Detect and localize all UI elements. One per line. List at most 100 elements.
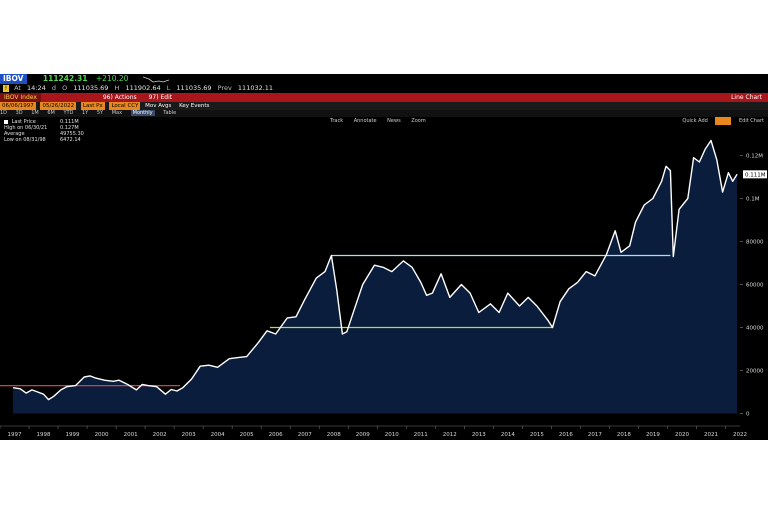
ibov-line-chart[interactable]: 0 20000 40000 60000 80000 0.1M 0.12M 0.111M 1997… (0, 74, 768, 440)
chart-title: Line Chart (731, 94, 762, 101)
period-6m[interactable]: 6M (47, 110, 55, 116)
y-tick-label: 40000 (746, 326, 764, 332)
period-ytd[interactable]: YTD (63, 110, 74, 116)
track-tool[interactable]: Track (330, 118, 344, 124)
bloomberg-terminal-panel: IBOV 111242.31 +210.20 ! At 14:24 d O 11… (0, 74, 768, 440)
x-tick-label: 2000 (95, 432, 109, 438)
last-value-marker (743, 170, 767, 179)
y-tick-label: 0.1M (746, 197, 760, 203)
open-label: O (62, 84, 68, 92)
x-tick-label: 2008 (327, 432, 341, 438)
time-bar: ! At 14:24 d O 111035.69 H 111902.64 L 1… (0, 84, 768, 93)
low-label: L (166, 84, 171, 92)
x-tick-label: 2020 (675, 432, 689, 438)
x-tick-label: 2002 (153, 432, 167, 438)
x-tick-label: 2014 (501, 432, 515, 438)
edit-menu[interactable]: 97) Edit (148, 94, 173, 101)
key-events-toggle[interactable]: Key Events (179, 103, 210, 109)
x-tick-label: 2010 (385, 432, 399, 438)
x-tick-label: 2003 (182, 432, 196, 438)
x-tick-label: 2013 (472, 432, 486, 438)
legend-label: Average (4, 131, 25, 137)
y-tick-label: 0.12M (746, 154, 763, 160)
parameter-bar: 06/06/1997 05/26/2022 Last Px Local CCY … (0, 102, 768, 110)
zoom-tool[interactable]: Zoom (411, 118, 426, 124)
start-date-field[interactable]: 06/06/1997 (0, 102, 36, 110)
last-price: 111242.31 (42, 74, 88, 83)
period-1m[interactable]: 1M (31, 110, 39, 116)
x-tick-label: 2017 (588, 432, 602, 438)
period-table[interactable]: Table (163, 110, 177, 116)
actions-menu[interactable]: 96) Actions (102, 94, 137, 101)
quote-bar: IBOV 111242.31 +210.20 (0, 74, 768, 84)
info-icon[interactable]: ! (3, 85, 9, 92)
ticker-label[interactable]: IBOV (0, 74, 27, 84)
y-tick-label: 80000 (746, 240, 764, 246)
period-max[interactable]: Max (111, 110, 123, 116)
security-field[interactable]: IBOV Index (0, 93, 41, 102)
x-tick-label: 2009 (356, 432, 370, 438)
period-5y[interactable]: 5Y (96, 110, 104, 116)
menu-bar: IBOV Index 96) Actions 97) Edit Line Cha… (0, 93, 768, 102)
currency-select[interactable]: Local CCY (109, 102, 141, 110)
prev-label: Prev (217, 84, 232, 92)
x-tick-label: 2015 (530, 432, 544, 438)
open-value: 111035.69 (73, 84, 109, 92)
x-tick-label: 1998 (37, 432, 51, 438)
price-change: +210.20 (95, 74, 129, 83)
legend-swatch (4, 119, 8, 124)
x-tick-label: 2005 (240, 432, 254, 438)
x-tick-label: 1999 (66, 432, 80, 438)
legend-label: Last Price (11, 119, 36, 125)
high-label: H (114, 84, 120, 92)
low-value: 111035.69 (176, 84, 212, 92)
legend-label: Low on 08/31/98 (4, 137, 46, 143)
sparkline-icon (142, 76, 169, 83)
period-1d[interactable]: 1D (0, 110, 8, 116)
x-tick-label: 2004 (211, 432, 225, 438)
legend-value: 0.127M (60, 125, 79, 131)
end-date-field[interactable]: 05/26/2022 (40, 102, 77, 110)
annotate-tool[interactable]: Annotate (353, 118, 377, 124)
legend-row: High on 06/30/21 0.127M (4, 125, 86, 131)
legend-label: High on 06/30/21 (4, 125, 48, 131)
news-tool[interactable]: News (387, 118, 401, 124)
y-tick-label: 20000 (746, 369, 764, 375)
time-value: 14:24 (27, 84, 46, 92)
legend-row: Low on 08/31/98 6472.14 (4, 137, 86, 143)
legend-value: 6472.14 (60, 137, 81, 143)
legend-value: 49755.30 (60, 131, 84, 137)
legend-row: Average 49755.30 (4, 131, 86, 137)
x-tick-label: 2006 (269, 432, 283, 438)
at-label: At (14, 84, 21, 92)
x-tick-label: 2018 (617, 432, 631, 438)
series-line (12, 139, 738, 401)
high-value: 111902.64 (125, 84, 161, 92)
period-monthly[interactable]: Monthly (130, 110, 155, 116)
quick-add-field[interactable] (715, 117, 732, 125)
period-3d[interactable]: 3D (15, 110, 23, 116)
x-tick-label: 2022 (733, 432, 747, 438)
field-select[interactable]: Last Px (80, 102, 105, 110)
x-tick-label: 2011 (414, 432, 428, 438)
tools-bar: Track Annotate News Zoom Quick Add Edit … (0, 117, 768, 125)
x-tick-label: 2012 (443, 432, 457, 438)
series-area-fill (13, 140, 738, 414)
x-tick-label: 2007 (298, 432, 312, 438)
x-tick-label: 1997 (8, 432, 22, 438)
legend-row: Last Price 0.111M (4, 119, 86, 125)
last-value-label: 0.111M (745, 172, 766, 178)
y-tick-label: 0 (746, 412, 750, 418)
chart-legend: Last Price 0.111M High on 06/30/21 0.127… (4, 119, 86, 147)
prev-value: 111032.11 (237, 84, 274, 92)
mov-avgs-toggle[interactable]: Mov Avgs (145, 103, 172, 109)
x-tick-label: 2019 (646, 432, 660, 438)
legend-value: 0.111M (60, 119, 79, 125)
quick-add-button[interactable]: Quick Add (682, 118, 708, 124)
period-1y[interactable]: 1Y (82, 110, 89, 116)
edit-chart-button[interactable]: Edit Chart (738, 118, 764, 124)
x-tick-label: 2001 (124, 432, 138, 438)
period-bar: 1D 3D 1M 6M YTD 1Y 5Y Max Monthly Table (0, 110, 768, 117)
x-tick-label: 2016 (559, 432, 573, 438)
d-label: d (51, 84, 56, 92)
